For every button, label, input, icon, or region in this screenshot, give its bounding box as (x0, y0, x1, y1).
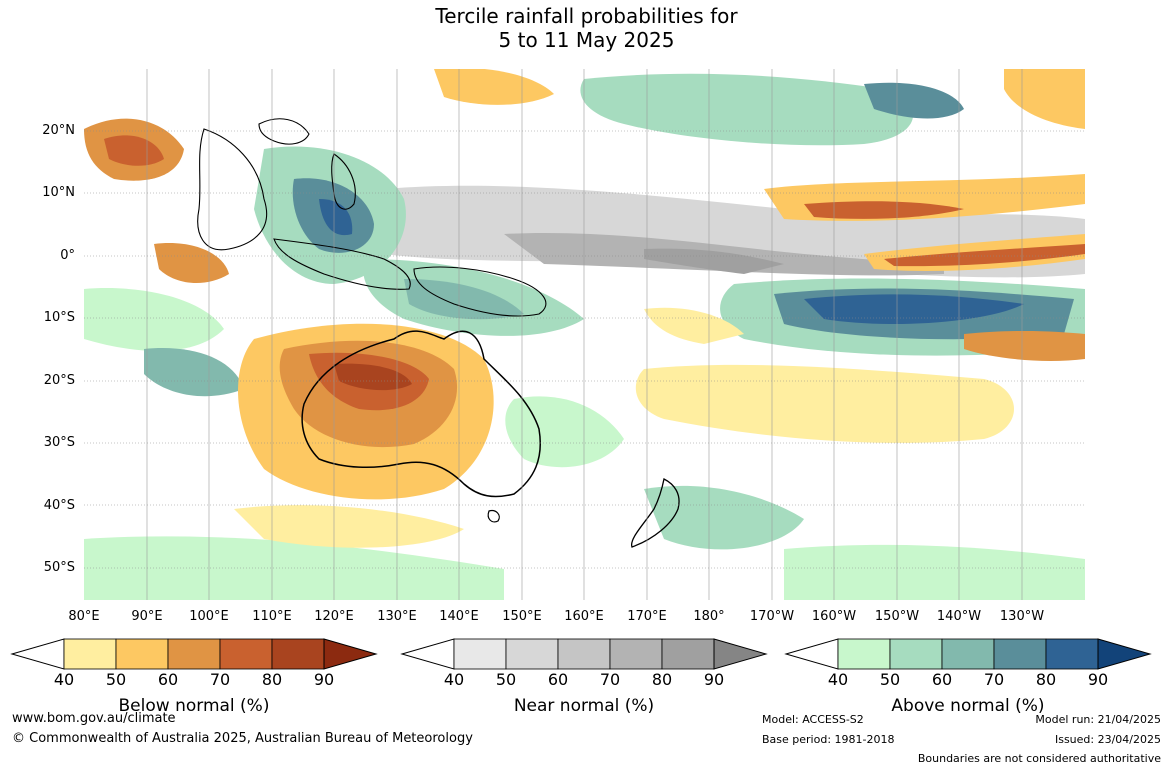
colorbar-swatch (63, 638, 117, 670)
colorbar-tick: 70 (599, 670, 621, 689)
colorbar-above-normal (784, 638, 1152, 670)
rainfall-map-canvas (84, 67, 1085, 600)
footer-issued: Issued: 23/04/2025 (1054, 733, 1161, 746)
lon-label-160e: 160°E (564, 609, 604, 624)
footer-disclaimer: Boundaries are not considered authoritat… (917, 752, 1161, 765)
colorbar-swatch (661, 638, 715, 670)
rainfall-map (84, 67, 1085, 600)
colorbar-tick: 60 (157, 670, 179, 689)
lon-label-160w: 160°W (811, 609, 857, 624)
colorbar-extend-max (1097, 638, 1152, 670)
colorbar-swatch (837, 638, 891, 670)
colorbar-tick: 90 (703, 670, 725, 689)
colorbar-tick: 70 (209, 670, 231, 689)
colorbar-extend-max (323, 638, 378, 670)
footer-copyright: © Commonwealth of Australia 2025, Austra… (12, 731, 473, 746)
colorbar-tick: 40 (827, 670, 849, 689)
colorbar-below-normal (10, 638, 378, 670)
lat-label-10n: 10°N (42, 185, 75, 200)
colorbar-swatch (115, 638, 169, 670)
lat-label-30s: 30°S (43, 435, 75, 450)
colorbar-tick: 60 (931, 670, 953, 689)
lon-label-170w: 170°W (749, 609, 795, 624)
title-line-2: 5 to 11 May 2025 (498, 28, 675, 52)
colorbar-tick: 50 (105, 670, 127, 689)
footer-url[interactable]: www.bom.gov.au/climate (12, 711, 176, 726)
lon-label-130e: 130°E (377, 609, 417, 624)
footer-model: Model: ACCESS-S2 (762, 713, 864, 726)
lon-label-170e: 170°E (627, 609, 667, 624)
colorbar-swatch (557, 638, 611, 670)
colorbar-swatch (219, 638, 273, 670)
colorbar-tick: 50 (495, 670, 517, 689)
lat-label-20n: 20°N (42, 123, 75, 138)
colorbar-tick: 40 (443, 670, 465, 689)
title-line-1: Tercile rainfall probabilities for (435, 4, 738, 28)
colorbar-extend-max (713, 638, 768, 670)
lon-label-80e: 80°E (68, 609, 100, 624)
colorbar-tick: 50 (879, 670, 901, 689)
colorbar-swatch (453, 638, 507, 670)
colorbar-near-normal (400, 638, 768, 670)
colorbar-tick: 80 (261, 670, 283, 689)
lon-label-140w: 140°W (936, 609, 982, 624)
colorbar-title-near: Near normal (%) (513, 696, 655, 716)
colorbar-title-below: Below normal (%) (118, 696, 270, 716)
colorbar-swatch (993, 638, 1047, 670)
lon-label-150w: 150°W (874, 609, 920, 624)
lon-label-130w: 130°W (999, 609, 1045, 624)
lon-label-100e: 100°E (189, 609, 229, 624)
colorbar-tick: 90 (1087, 670, 1109, 689)
colorbar-tick: 90 (313, 670, 335, 689)
footer-base-period: Base period: 1981-2018 (762, 733, 895, 746)
colorbar-swatch (1045, 638, 1099, 670)
lon-label-180: 180° (693, 609, 725, 624)
lon-label-90e: 90°E (131, 609, 163, 624)
colorbar-tick: 80 (651, 670, 673, 689)
colorbar-title-above: Above normal (%) (891, 696, 1045, 716)
colorbar-tick: 80 (1035, 670, 1057, 689)
colorbar-swatch (505, 638, 559, 670)
lat-label-20s: 20°S (43, 373, 75, 388)
map-title: Tercile rainfall probabilities for 5 to … (0, 4, 1173, 52)
colorbar-swatch (941, 638, 995, 670)
lat-label-40s: 40°S (43, 498, 75, 513)
lon-label-110e: 110°E (252, 609, 292, 624)
lon-label-140e: 140°E (439, 609, 479, 624)
colorbar-tick: 60 (547, 670, 569, 689)
footer-model-run: Model run: 21/04/2025 (1035, 713, 1161, 726)
lat-label-50s: 50°S (43, 560, 75, 575)
colorbar-swatch (609, 638, 663, 670)
colorbar-tick: 70 (983, 670, 1005, 689)
colorbar-tick: 40 (53, 670, 75, 689)
lon-label-120e: 120°E (314, 609, 354, 624)
lat-label-10s: 10°S (43, 310, 75, 325)
lon-label-150e: 150°E (502, 609, 542, 624)
colorbar-swatch (889, 638, 943, 670)
colorbar-swatch (167, 638, 221, 670)
lat-label-0: 0° (60, 248, 75, 263)
colorbar-swatch (271, 638, 325, 670)
